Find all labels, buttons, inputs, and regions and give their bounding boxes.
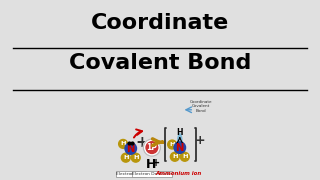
Text: H: H: [146, 158, 156, 171]
Text: H: H: [172, 154, 178, 159]
Text: N: N: [127, 143, 135, 154]
Text: 1P: 1P: [147, 143, 157, 152]
Ellipse shape: [178, 134, 182, 149]
Text: Electron Deficient: Electron Deficient: [132, 172, 172, 176]
Text: +: +: [194, 134, 205, 147]
Circle shape: [170, 152, 179, 161]
Ellipse shape: [179, 146, 186, 158]
Text: N: N: [176, 143, 184, 153]
Circle shape: [143, 139, 160, 156]
Circle shape: [121, 153, 130, 162]
Circle shape: [146, 142, 158, 153]
Text: Coordinate
Covalent
Bond: Coordinate Covalent Bond: [189, 100, 212, 113]
Text: H: H: [182, 154, 188, 159]
Text: H: H: [120, 141, 126, 146]
Text: H: H: [169, 142, 175, 147]
Text: H: H: [123, 155, 129, 160]
Ellipse shape: [171, 143, 181, 149]
Text: H: H: [133, 155, 139, 160]
Text: Coordinate: Coordinate: [91, 13, 229, 33]
Text: +: +: [152, 158, 160, 168]
Ellipse shape: [124, 147, 132, 159]
Text: +: +: [135, 135, 148, 150]
Text: Electron Rich: Electron Rich: [116, 172, 145, 176]
Text: H: H: [177, 128, 183, 137]
Circle shape: [125, 143, 137, 154]
Circle shape: [168, 140, 177, 149]
Ellipse shape: [122, 143, 132, 150]
Circle shape: [131, 153, 140, 162]
Ellipse shape: [174, 146, 181, 158]
Text: Covalent Bond: Covalent Bond: [69, 53, 251, 73]
Circle shape: [119, 140, 128, 148]
Text: Ammonium ion: Ammonium ion: [155, 171, 201, 176]
Circle shape: [174, 142, 186, 153]
Circle shape: [180, 152, 189, 161]
Ellipse shape: [130, 147, 137, 159]
